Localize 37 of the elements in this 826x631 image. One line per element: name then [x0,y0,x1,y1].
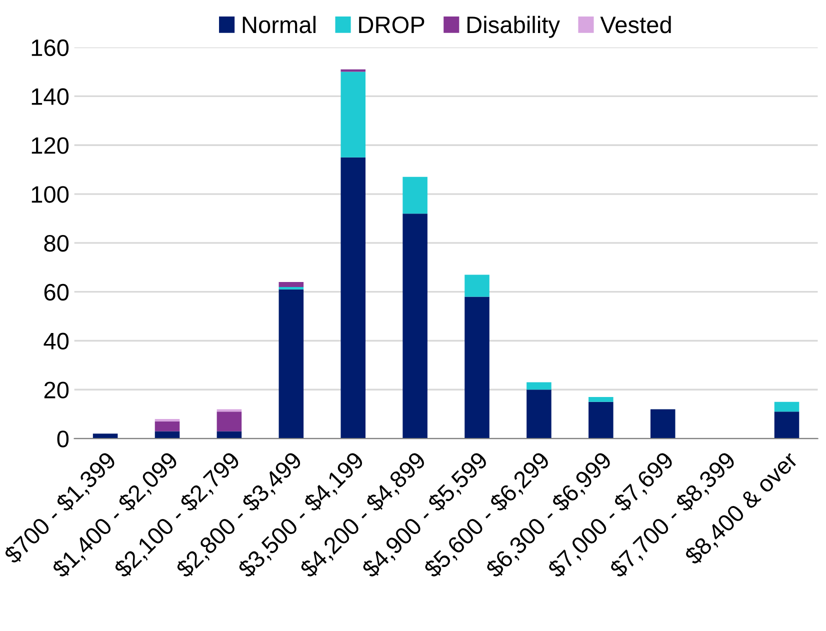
bar [402,176,428,214]
bar [278,282,304,287]
bar [216,431,242,439]
bar [588,396,614,402]
y-tick-label: 160 [32,39,69,56]
bar [526,382,552,390]
y-tick-label: 40 [44,332,69,350]
bar [216,412,242,432]
legend-label: Vested [600,16,671,34]
bar [588,402,614,439]
bar [340,157,366,439]
legend-label: Normal [242,16,316,34]
bar [340,69,366,72]
y-tick-label: 0 [57,430,69,448]
bar [526,390,552,439]
bar [154,418,180,422]
bar [774,402,800,412]
bar [154,431,180,439]
y-tick-label: 120 [32,137,69,154]
bar [402,214,428,439]
y-tick-label: 100 [32,186,69,203]
bar [154,421,180,432]
y-tick-label: 80 [44,235,69,252]
bar [216,409,242,412]
bar [278,286,304,290]
y-tick-label: 140 [32,88,69,106]
bar [464,274,490,297]
legend-label: DROP [359,16,424,34]
bar [340,72,366,158]
bar [464,296,490,439]
bar [774,412,800,439]
bar [278,289,304,439]
bar [92,434,118,439]
legend-label: Disability [467,16,560,38]
bar [650,409,676,439]
y-tick-label: 60 [44,284,69,301]
y-tick-label: 20 [44,382,69,398]
